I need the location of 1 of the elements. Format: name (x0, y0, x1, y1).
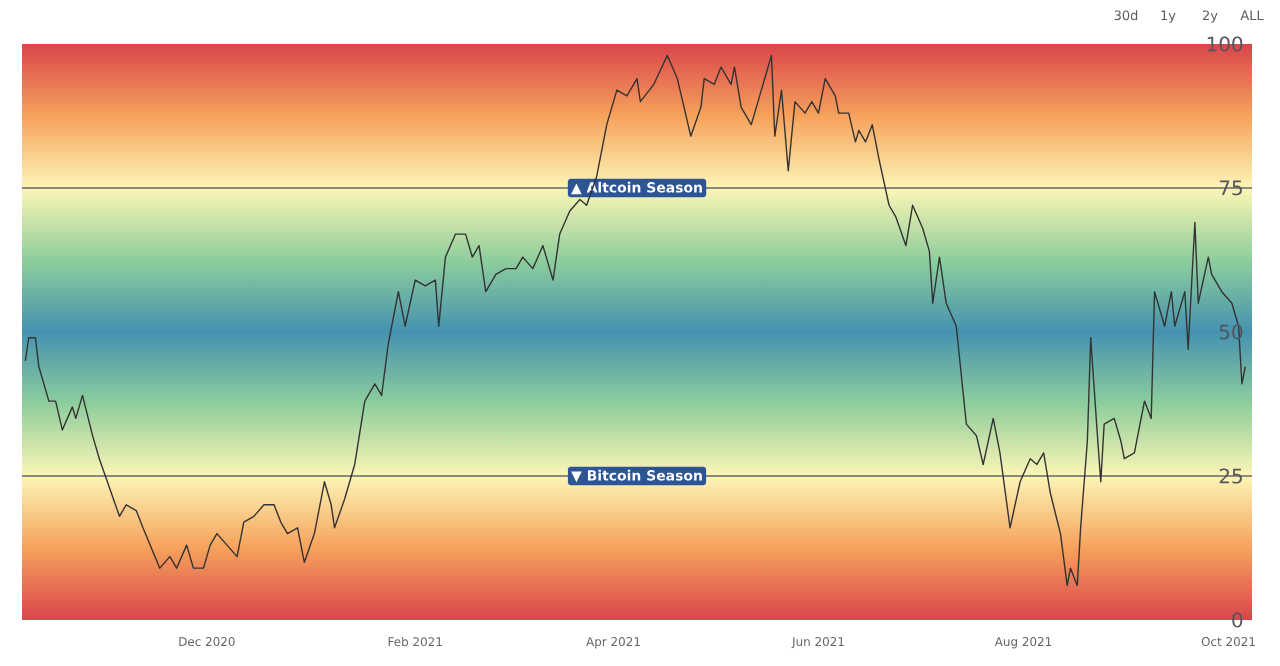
line-series (24, 54, 1246, 587)
